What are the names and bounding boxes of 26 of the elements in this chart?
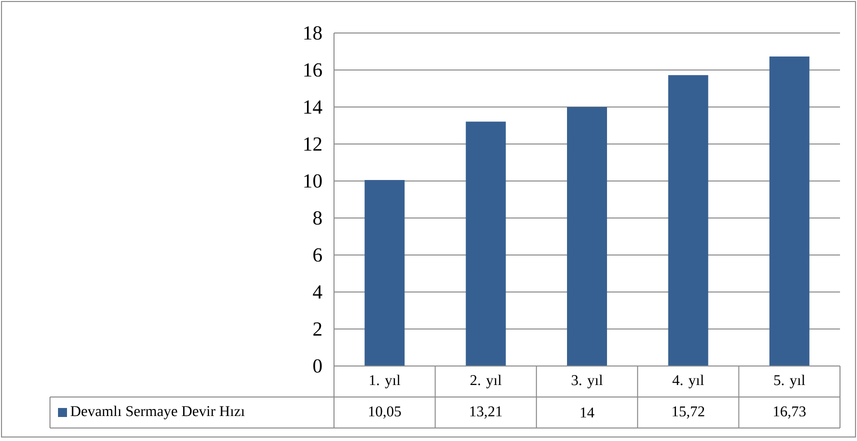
- y-tick-label: 16: [304, 63, 322, 77]
- y-tick-label: 0: [313, 359, 322, 373]
- y-tick-label: 4: [312, 285, 322, 299]
- data-label: 10,05: [369, 406, 401, 419]
- x-tick-label: 2. yıl: [470, 374, 502, 388]
- legend-label: Devamlı Sermaye Devir Hızı: [70, 406, 245, 420]
- bar: [567, 106, 608, 366]
- bar: [466, 122, 506, 366]
- y-tick-label: 12: [304, 137, 322, 151]
- y-tick-label: 6: [313, 248, 322, 262]
- y-tick-label: 8: [313, 211, 322, 225]
- bar: [668, 75, 708, 366]
- x-tick-label: 1. yıl: [370, 374, 400, 388]
- y-tick-label: 14: [304, 100, 322, 114]
- y-tick-label: 10: [304, 174, 322, 188]
- data-label: 15,72: [672, 406, 704, 419]
- x-tick-label: 3. yıl: [572, 374, 603, 388]
- data-label: 16,73: [774, 406, 806, 419]
- data-label: 13,21: [470, 406, 502, 419]
- x-tick-label: 5. yıl: [774, 374, 806, 388]
- y-tick-label: 2: [313, 322, 322, 336]
- y-tick-label: 18: [304, 26, 322, 40]
- bar: [769, 56, 810, 366]
- data-label: 14: [580, 408, 594, 418]
- x-tick-label: 4. yıl: [672, 374, 704, 388]
- bar: [364, 180, 405, 366]
